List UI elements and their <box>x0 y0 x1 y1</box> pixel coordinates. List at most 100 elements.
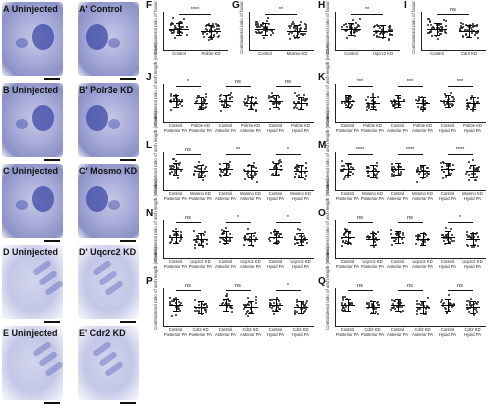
data-point <box>444 307 447 310</box>
data-point <box>260 30 263 33</box>
error-cap <box>222 311 229 313</box>
embryo-eye <box>108 38 120 48</box>
data-point <box>469 25 472 28</box>
data-point <box>476 169 479 172</box>
data-point <box>446 233 449 236</box>
data-point <box>194 244 197 247</box>
data-point <box>269 299 272 302</box>
data-point <box>271 172 274 175</box>
data-point <box>301 33 304 36</box>
data-point <box>390 29 393 32</box>
chart-panel-I: I Contralateral ratio of facial width (re… <box>404 0 490 68</box>
error-bar <box>175 163 177 176</box>
scale-bar <box>44 402 60 404</box>
data-point <box>169 165 172 168</box>
data-point <box>469 298 472 301</box>
data-point <box>243 304 246 307</box>
data-point <box>424 107 427 110</box>
data-point <box>399 165 402 168</box>
data-point <box>430 31 433 34</box>
data-point <box>305 166 308 169</box>
data-point <box>224 227 227 230</box>
scale-bar <box>120 78 136 80</box>
data-point <box>396 231 399 234</box>
x-tick-label: Polr3e KD Anterior PA <box>239 123 262 133</box>
data-point <box>451 240 454 243</box>
data-point <box>473 101 476 104</box>
error-cap <box>369 109 376 110</box>
significance-label: ns <box>235 283 241 289</box>
data-point <box>251 310 254 313</box>
data-point <box>169 30 172 33</box>
data-point <box>469 307 472 310</box>
data-point <box>196 310 199 313</box>
data-point <box>179 233 182 236</box>
data-point <box>345 104 348 107</box>
data-point <box>253 171 256 174</box>
data-point <box>304 302 307 305</box>
data-point <box>401 306 404 309</box>
significance-bracket <box>447 290 473 291</box>
data-point <box>395 238 398 241</box>
data-point <box>193 246 196 249</box>
data-point <box>170 167 173 170</box>
data-point <box>172 157 175 160</box>
data-point <box>440 99 443 102</box>
photo-caption: Cdr2 KD <box>89 328 126 338</box>
data-point <box>195 166 198 169</box>
data-point <box>440 299 443 302</box>
data-point <box>220 174 223 177</box>
data-point <box>475 168 478 171</box>
data-point <box>451 95 454 98</box>
error-bar <box>422 233 424 245</box>
error-bar <box>300 97 302 109</box>
significance-label: ns <box>407 283 413 289</box>
error-cap <box>419 233 426 234</box>
data-point <box>418 303 421 306</box>
data-point <box>245 100 248 103</box>
data-point <box>416 166 419 169</box>
data-point <box>370 106 373 109</box>
data-point <box>349 163 352 166</box>
data-point <box>422 305 425 308</box>
chart-axis <box>335 12 400 51</box>
data-point <box>377 35 380 38</box>
error-bar <box>225 95 227 108</box>
data-point <box>246 174 249 177</box>
data-point <box>175 296 178 299</box>
data-point <box>178 21 181 24</box>
data-point <box>194 241 197 244</box>
data-point <box>449 228 452 231</box>
error-cap <box>469 245 476 246</box>
data-point <box>376 36 379 39</box>
data-point <box>210 37 213 40</box>
data-point <box>343 164 346 167</box>
data-point <box>368 302 371 305</box>
data-point <box>296 233 299 236</box>
data-point <box>344 99 347 102</box>
data-point <box>366 165 369 168</box>
significance-label: ns <box>185 147 191 153</box>
data-point <box>244 103 247 106</box>
data-point <box>452 99 455 102</box>
data-point <box>204 105 207 108</box>
data-point <box>468 302 471 305</box>
data-point <box>246 314 249 317</box>
panel-letter: M <box>318 140 327 151</box>
error-bar <box>472 97 474 109</box>
data-point <box>371 103 374 106</box>
data-point <box>452 98 455 101</box>
data-point <box>398 101 401 104</box>
data-point <box>348 102 351 105</box>
data-point <box>472 236 475 239</box>
data-point <box>243 243 246 246</box>
data-point <box>301 303 304 306</box>
data-point <box>477 300 480 303</box>
data-point <box>375 302 378 305</box>
data-point <box>402 234 405 237</box>
significance-label: * <box>286 147 290 153</box>
x-tick-label: Polr3e KD Posterior PA <box>360 123 385 133</box>
data-point <box>341 296 344 299</box>
data-point <box>299 235 302 238</box>
x-tick-label: Cdr2 KD Posterior PA <box>360 327 385 337</box>
